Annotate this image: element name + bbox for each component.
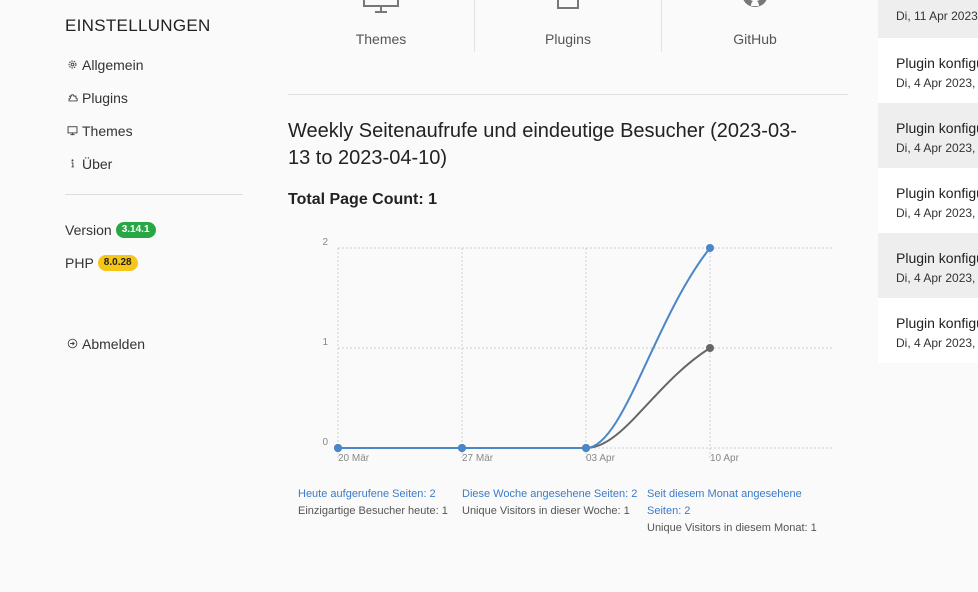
gear-icon [65, 58, 79, 72]
monitor-icon [363, 0, 399, 13]
sidebar-heading: EINSTELLUNGEN [65, 16, 211, 35]
stat-week-link[interactable]: Diese Woche angesehene Seiten: 2 [462, 488, 638, 500]
sidebar-item-plugins[interactable]: Plugins [65, 81, 243, 114]
data-point [706, 244, 714, 252]
notification-item[interactable]: Plugin konfiguriert Di, 4 Apr 2023, 19:3… [878, 38, 978, 103]
total-page-count: Total Page Count: 1 [288, 191, 438, 208]
quick-link-github[interactable]: GitHub [661, 0, 848, 52]
version-row: Version 3.14.1 [65, 213, 243, 246]
y-tick-label: 0 [322, 437, 328, 448]
quick-link-plugins[interactable]: Plugins [474, 0, 661, 52]
stat-week: Diese Woche angesehene Seiten: 2 Unique … [462, 486, 647, 537]
stat-today: Heute aufgerufene Seiten: 2 Einzigartige… [298, 486, 462, 537]
data-point [582, 444, 590, 452]
stat-month-text: Unique Visitors in diesem Monat: 1 [647, 522, 817, 534]
x-tick-label: 03 Apr [586, 453, 616, 464]
data-point [458, 444, 466, 452]
version-badge: 3.14.1 [115, 221, 156, 238]
sidebar-item-label: Über [82, 155, 113, 172]
series-line [338, 347, 711, 449]
notification-item[interactable]: Di, 11 Apr 2023, 18 [878, 0, 978, 38]
github-icon [743, 0, 767, 7]
sidebar-divider [65, 194, 243, 195]
notification-item[interactable]: Plugin konfiguriert Di, 4 Apr 2023, 19:3… [878, 298, 978, 363]
stat-month: Seit diesem Monat angesehene Seiten: 2 U… [647, 486, 837, 537]
notification-title: Plugin konfiguriert [896, 55, 978, 71]
quick-link-label: Themes [355, 31, 407, 47]
notification-date: Di, 4 Apr 2023, 19:36 [896, 141, 978, 155]
logout-link[interactable]: Abmelden [65, 327, 243, 360]
notification-date: Di, 4 Apr 2023, 19:36 [896, 336, 978, 350]
info-icon [65, 157, 79, 171]
sidebar-item-label: Themes [82, 122, 133, 139]
notification-date: Di, 4 Apr 2023, 19:36 [896, 76, 978, 90]
visits-line-chart: 0 1 2 20 Mär 27 Mär 03 Apr 10 Apr [322, 237, 833, 464]
stat-month-link[interactable]: Seit diesem Monat angesehene Seiten: 2 [647, 488, 802, 517]
monitor-icon [65, 124, 79, 138]
notification-item[interactable]: Plugin konfiguriert Di, 4 Apr 2023, 19:3… [878, 233, 978, 298]
settings-sidebar: EINSTELLUNGEN Allgemein Plugins Themes Ü… [65, 16, 243, 360]
sidebar-item-about[interactable]: Über [65, 147, 243, 180]
y-tick-label: 1 [322, 337, 328, 348]
quick-links: Themes Plugins GitHub [288, 0, 848, 52]
stat-today-text: Einzigartige Besucher heute: 1 [298, 505, 448, 517]
puzzle-icon [65, 91, 79, 105]
quick-link-themes[interactable]: Themes [288, 0, 474, 52]
x-tick-label: 10 Apr [710, 453, 740, 464]
puzzle-icon [557, 0, 579, 9]
stats-row: Heute aufgerufene Seiten: 2 Einzigartige… [298, 486, 838, 537]
y-tick-label: 2 [322, 237, 328, 248]
notification-date: Di, 11 Apr 2023, 18 [896, 9, 978, 23]
logout-label: Abmelden [82, 335, 146, 352]
php-badge: 8.0.28 [97, 254, 138, 271]
stat-today-link[interactable]: Heute aufgerufene Seiten: 2 [298, 488, 436, 500]
php-row: PHP 8.0.28 [65, 246, 243, 279]
php-label: PHP [65, 254, 94, 271]
data-point [334, 444, 342, 452]
quick-link-label: GitHub [733, 31, 777, 47]
page-title: Weekly Seitenaufrufe und eindeutige Besu… [288, 120, 797, 169]
sidebar-item-themes[interactable]: Themes [65, 114, 243, 147]
notification-title: Plugin konfiguriert [896, 185, 978, 201]
data-point [706, 344, 714, 352]
sidebar-item-general[interactable]: Allgemein [65, 48, 243, 81]
notification-item[interactable]: Plugin konfiguriert Di, 4 Apr 2023, 19:3… [878, 103, 978, 168]
notification-title: Plugin konfiguriert [896, 250, 978, 266]
quick-link-label: Plugins [545, 31, 591, 47]
notification-title: Plugin konfiguriert [896, 315, 978, 331]
notification-date: Di, 4 Apr 2023, 19:36 [896, 206, 978, 220]
sidebar-item-label: Allgemein [82, 56, 144, 73]
notification-title: Plugin konfiguriert [896, 120, 978, 136]
notification-item[interactable]: Plugin konfiguriert Di, 4 Apr 2023, 19:3… [878, 168, 978, 233]
notifications-panel: Di, 11 Apr 2023, 18 Plugin konfiguriert … [878, 0, 978, 363]
x-tick-label: 27 Mär [462, 453, 494, 464]
sidebar-item-label: Plugins [82, 89, 128, 106]
notification-date: Di, 4 Apr 2023, 19:36 [896, 271, 978, 285]
x-tick-label: 20 Mär [338, 453, 370, 464]
version-label: Version [65, 221, 112, 238]
stat-week-text: Unique Visitors in dieser Woche: 1 [462, 505, 630, 517]
content-divider [288, 94, 848, 95]
logout-icon [65, 337, 79, 351]
